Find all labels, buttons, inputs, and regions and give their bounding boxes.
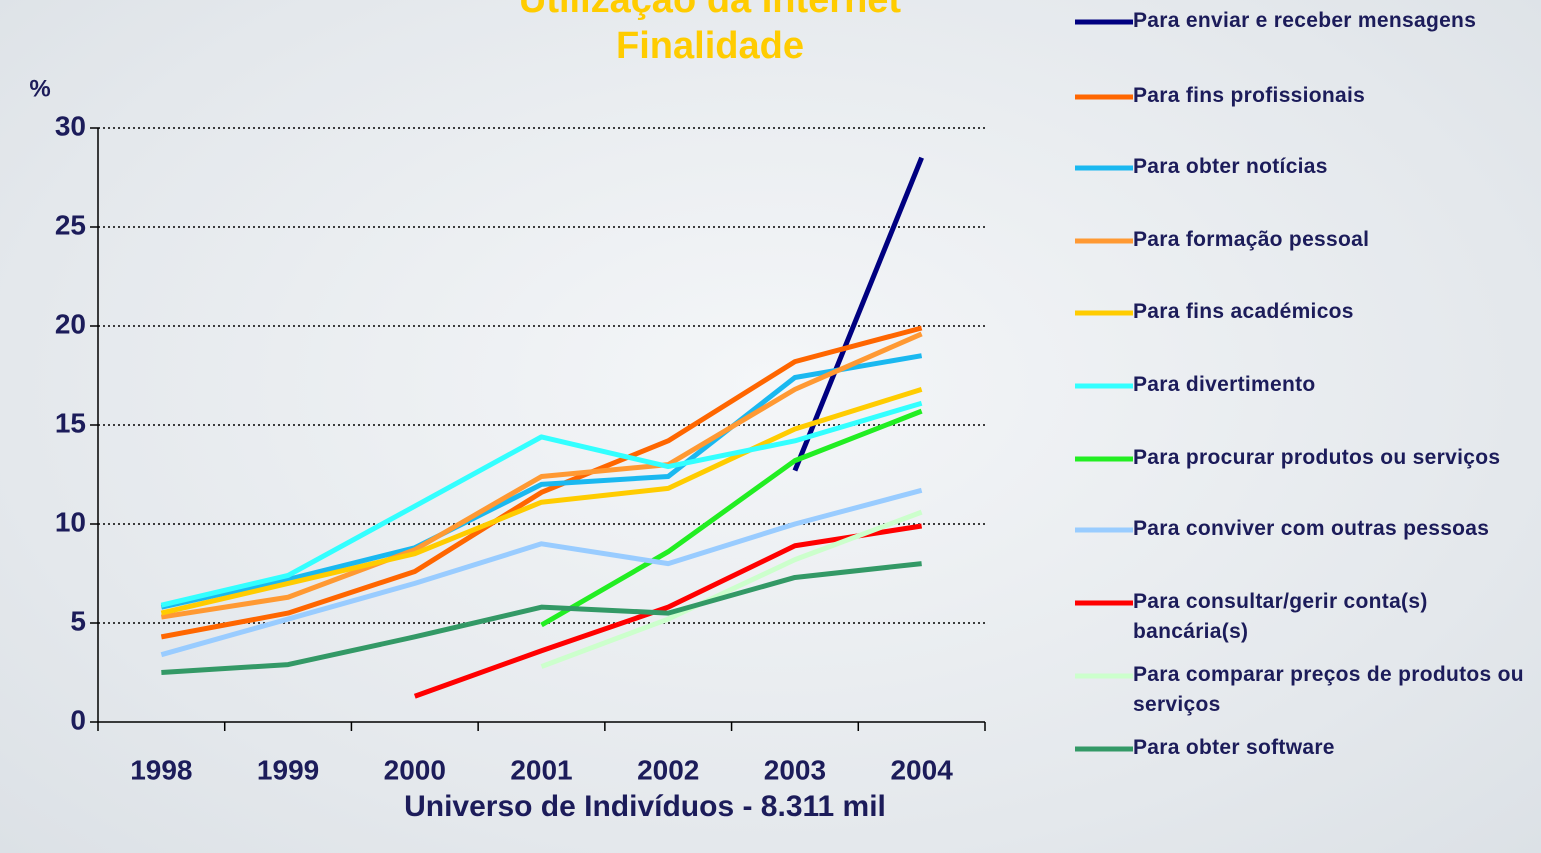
y-tick-label: 20 bbox=[55, 308, 86, 339]
x-axis-label: Universo de Indivíduos - 8.311 mil bbox=[404, 790, 886, 823]
legend-label: Para formação pessoal bbox=[1133, 228, 1370, 251]
series-line bbox=[540, 509, 923, 669]
chart-subtitle: Finalidade bbox=[616, 25, 804, 67]
legend-label: Para obter software bbox=[1133, 736, 1335, 759]
x-tick-label: 2001 bbox=[510, 754, 572, 785]
x-tick-label: 2002 bbox=[637, 754, 699, 785]
chart-title: Utilização da Internet bbox=[519, 0, 902, 21]
y-tick-label: 25 bbox=[55, 209, 86, 240]
y-tick-label: 15 bbox=[55, 407, 86, 438]
series-line bbox=[160, 353, 923, 610]
legend-label: Para procurar produtos ou serviços bbox=[1133, 446, 1501, 469]
series-line bbox=[540, 408, 923, 628]
y-tick-label: 0 bbox=[70, 704, 86, 735]
legend-label: Para consultar/gerir conta(s) bancária(s… bbox=[1133, 590, 1428, 643]
series-line bbox=[160, 331, 923, 620]
y-axis-label: % bbox=[29, 75, 50, 102]
series-line bbox=[160, 487, 923, 658]
legend-label: Para conviver com outras pessoas bbox=[1133, 517, 1490, 540]
series-line bbox=[161, 561, 922, 675]
y-tick-label: 10 bbox=[55, 506, 86, 537]
x-tick-label: 2000 bbox=[384, 754, 446, 785]
series-line bbox=[160, 325, 923, 640]
legend-label: Para fins profissionais bbox=[1133, 84, 1366, 107]
series-line bbox=[160, 386, 923, 616]
legend-label: Para divertimento bbox=[1133, 373, 1316, 396]
series-line bbox=[413, 523, 923, 699]
legend-label: Para enviar e receber mensagens bbox=[1133, 9, 1477, 32]
legend-label: Para fins académicos bbox=[1133, 300, 1354, 323]
y-tick-label: 30 bbox=[55, 110, 86, 141]
legend-label: Para obter notícias bbox=[1133, 155, 1328, 178]
x-tick-label: 2004 bbox=[890, 754, 953, 785]
x-tick-label: 2003 bbox=[764, 754, 826, 785]
legend-label: Para comparar preços de produtos ou serv… bbox=[1133, 663, 1524, 716]
x-tick-label: 1998 bbox=[130, 754, 192, 785]
y-tick-label: 5 bbox=[70, 605, 86, 636]
series-line bbox=[160, 400, 923, 608]
series-line bbox=[792, 156, 924, 472]
x-tick-label: 1999 bbox=[257, 754, 319, 785]
